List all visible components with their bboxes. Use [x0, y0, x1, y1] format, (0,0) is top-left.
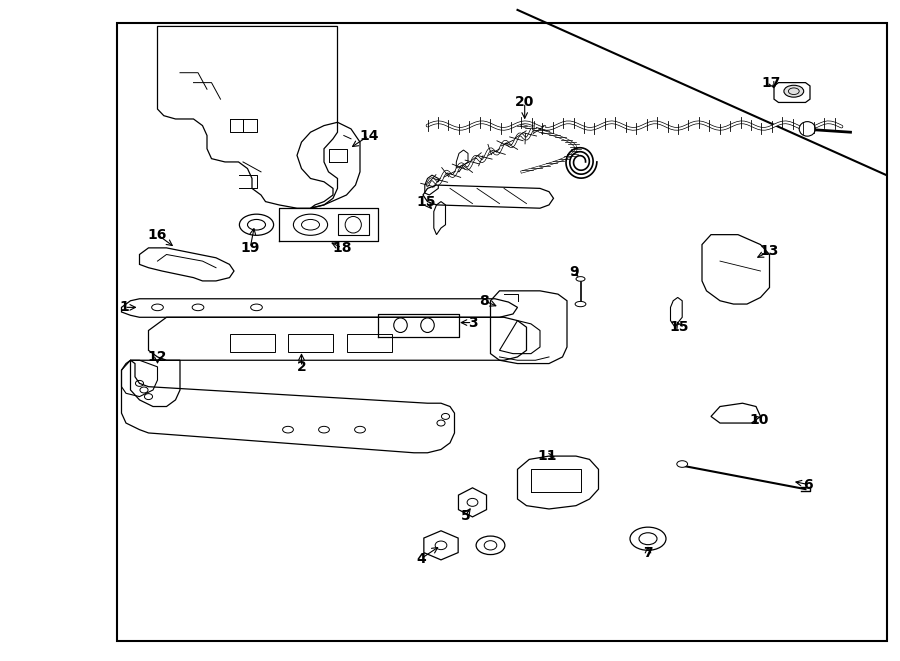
Ellipse shape	[784, 85, 804, 97]
Ellipse shape	[394, 318, 407, 332]
Text: 6: 6	[804, 477, 813, 492]
Text: 8: 8	[480, 293, 489, 308]
Ellipse shape	[575, 301, 586, 307]
Text: 18: 18	[332, 241, 352, 255]
Ellipse shape	[576, 276, 585, 282]
Text: 20: 20	[515, 95, 535, 110]
Polygon shape	[774, 83, 810, 102]
Text: 1: 1	[120, 300, 129, 315]
Text: 12: 12	[148, 350, 167, 364]
Text: 7: 7	[644, 546, 652, 561]
Text: 16: 16	[148, 227, 167, 242]
Text: 5: 5	[461, 508, 470, 523]
Ellipse shape	[476, 536, 505, 555]
Ellipse shape	[239, 214, 274, 235]
Ellipse shape	[630, 527, 666, 550]
Text: 15: 15	[416, 194, 436, 209]
Text: 10: 10	[749, 412, 769, 427]
Polygon shape	[338, 214, 369, 235]
Text: 9: 9	[570, 265, 579, 280]
Text: 2: 2	[297, 360, 306, 374]
Text: 14: 14	[359, 128, 379, 143]
Text: 19: 19	[240, 241, 260, 255]
Ellipse shape	[677, 461, 688, 467]
Text: 17: 17	[761, 75, 781, 90]
Text: 11: 11	[537, 449, 557, 463]
Text: 4: 4	[417, 551, 426, 566]
Text: 15: 15	[670, 320, 689, 334]
Text: 13: 13	[760, 244, 779, 258]
Ellipse shape	[421, 318, 434, 332]
Polygon shape	[458, 488, 487, 517]
Ellipse shape	[799, 122, 815, 136]
Ellipse shape	[293, 214, 328, 235]
Text: 3: 3	[468, 315, 477, 330]
Polygon shape	[424, 531, 458, 560]
